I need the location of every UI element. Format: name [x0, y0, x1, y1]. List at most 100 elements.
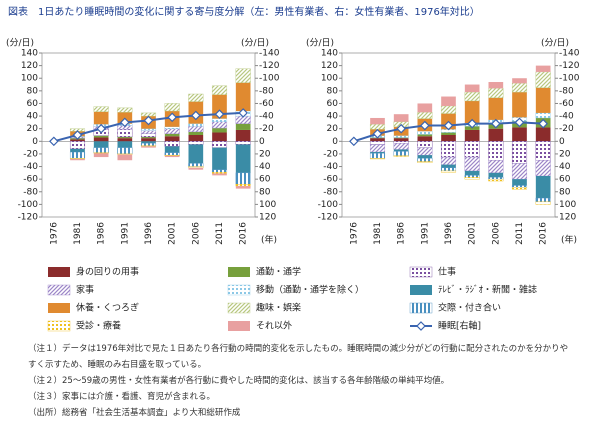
bar-segment	[393, 155, 409, 157]
bar-segment	[393, 149, 409, 152]
bar-segment	[235, 183, 251, 187]
y2-tick-label: 20	[559, 149, 571, 159]
y-axis-label: (分/日)	[306, 38, 334, 49]
bar-segment	[393, 141, 409, 144]
bar-segment	[512, 78, 527, 84]
y-tick-label: -60	[323, 175, 338, 185]
note: （注３）家事には介護・看護、育児が含まれる。	[28, 392, 216, 402]
y-tick-label: -40	[23, 162, 38, 172]
bar-segment	[535, 160, 551, 177]
bar-segment	[211, 169, 228, 173]
y2-tick-label: 120	[559, 213, 576, 223]
bar-segment	[140, 130, 157, 134]
y-tick-label: -120	[318, 213, 339, 223]
bar-segment	[211, 172, 228, 174]
bar-segment	[440, 167, 457, 172]
y-tick-label: 80	[327, 86, 339, 96]
bar-segment	[369, 144, 386, 153]
bar-segment	[464, 141, 480, 158]
bar-segment	[141, 146, 156, 148]
bar-segment	[511, 83, 528, 93]
bar-segment	[488, 160, 504, 174]
x-tick-label: 2011	[515, 222, 525, 245]
legend-label: 交際・付き合い	[438, 302, 501, 314]
bar-segment	[535, 141, 551, 161]
bar-segment	[441, 132, 456, 135]
bar-segment	[235, 123, 251, 130]
y2-tick-label: 80	[559, 187, 571, 197]
bar-segment	[417, 158, 433, 162]
x-tick-label: 2011	[215, 222, 225, 245]
bar-segment	[164, 152, 180, 156]
legend-label: それ以外	[256, 320, 292, 332]
x-tick-label: 1991	[420, 222, 430, 245]
bar-segment	[535, 87, 551, 113]
bar-segment	[417, 112, 433, 119]
y-tick-label: 60	[27, 99, 39, 109]
bar-segment	[369, 124, 386, 130]
y-tick-label: 100	[21, 74, 38, 84]
bar-segment	[140, 142, 157, 146]
y2-tick-label: -60	[559, 99, 574, 109]
bar-segment	[141, 141, 156, 144]
bar-segment	[512, 179, 527, 186]
bar-segment	[188, 135, 204, 142]
marker	[48, 136, 59, 147]
bar-segment	[93, 111, 109, 125]
marker	[238, 108, 249, 118]
marker	[419, 120, 430, 131]
legend-swatch	[410, 285, 432, 295]
bar-segment	[511, 163, 528, 180]
y-tick-label: 0	[32, 137, 38, 147]
y-axis-label: (分/日)	[6, 38, 34, 49]
legend-label: 受診・療養	[76, 320, 121, 332]
bar-segment	[464, 175, 480, 178]
y2-tick-label: 100	[559, 200, 576, 210]
y-tick-label: -20	[23, 149, 38, 159]
bar-segment	[488, 82, 504, 89]
bar-segment	[369, 141, 386, 145]
bar-segment	[212, 94, 227, 119]
chart: 図表 1日あたり睡眠時間の変化に関する寄与度分解（左：男性有業者、右：女性有業者…	[6, 5, 580, 332]
y2-tick-label: 40	[559, 162, 571, 172]
marker	[372, 128, 383, 139]
y-tick-label: 100	[321, 74, 338, 84]
y2-tick-label: 40	[259, 162, 271, 172]
bar-segment	[235, 144, 251, 173]
y-tick-label: 80	[27, 86, 39, 96]
bar-segment	[140, 133, 157, 138]
bar-segment	[417, 131, 433, 135]
bar-segment	[464, 129, 480, 142]
bar-segment	[140, 145, 157, 147]
bar-segment	[393, 137, 409, 139]
bar-segment	[93, 153, 109, 158]
legend-label: 身の回りの用事	[76, 266, 139, 278]
bar-segment	[164, 126, 180, 129]
bar-segment	[235, 186, 251, 189]
bar-segment	[393, 138, 409, 142]
x-tick-label: 2006	[191, 222, 201, 245]
bar-segment	[417, 155, 433, 159]
y-tick-label: -40	[323, 162, 338, 172]
y-tick-label: -100	[18, 200, 39, 210]
bar-segment	[140, 128, 157, 131]
bar-segment	[511, 141, 528, 164]
y2-tick-label: -40	[259, 112, 274, 122]
bar-segment	[488, 178, 504, 182]
bar-segment	[369, 153, 386, 159]
bar-segment	[212, 173, 227, 176]
bar-segment	[535, 71, 551, 88]
chart-title: 図表 1日あたり睡眠時間の変化に関する寄与度分解（左：男性有業者、右：女性有業者…	[8, 5, 480, 18]
notes: （注１）データは1976年対比で見た１日あたり各行動の時間的変化を示したもの。睡…	[28, 341, 573, 421]
bar-segment	[441, 164, 456, 168]
y-tick-label: -20	[323, 149, 338, 159]
bar-segment	[164, 146, 180, 153]
bar-segment	[417, 161, 433, 163]
marker	[538, 118, 549, 129]
marker	[72, 130, 83, 140]
bar-segment	[93, 135, 109, 138]
bar-segment	[511, 185, 528, 188]
bar-segment	[440, 156, 457, 165]
y2-tick-label: -20	[559, 124, 574, 134]
